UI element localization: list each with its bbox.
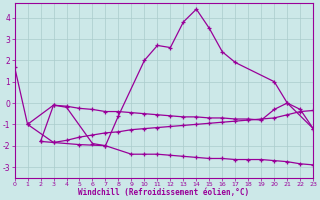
X-axis label: Windchill (Refroidissement éolien,°C): Windchill (Refroidissement éolien,°C) [78, 188, 250, 197]
